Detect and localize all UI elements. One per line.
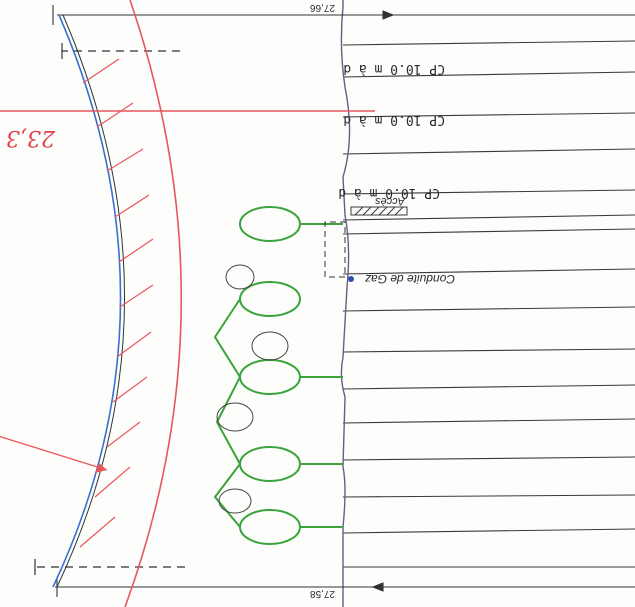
property-boundary-line xyxy=(340,0,351,607)
cp-label-3: CP 10.0 m à d xyxy=(338,185,440,200)
dashed-ticks xyxy=(35,50,185,568)
gas-point xyxy=(348,276,354,282)
access-hatch xyxy=(350,206,408,216)
end-caps xyxy=(34,43,63,575)
tree-sketch-outlines xyxy=(216,264,289,514)
cp-label-2: CP 10.0 m à d xyxy=(343,112,445,127)
dimension-lines xyxy=(52,5,635,597)
parcel-lines xyxy=(342,40,635,568)
red-arrowhead xyxy=(95,463,107,473)
handwritten-measure: 23,3 xyxy=(6,125,56,150)
red-hatch-strokes xyxy=(79,58,154,548)
gas-outline xyxy=(324,221,346,278)
blue-inner-curve xyxy=(52,14,122,588)
cp-label-1: CP 10.0 m à d xyxy=(343,61,445,76)
top-dimension: 27,58 xyxy=(310,588,335,599)
red-pointer-line xyxy=(0,435,108,471)
tree-row xyxy=(213,206,343,545)
bottom-dimension: 27,66 xyxy=(310,2,335,13)
red-outer-curve xyxy=(124,0,183,607)
access-label: Accès xyxy=(375,195,406,207)
gas-label: Conduite de Gaz xyxy=(365,272,455,286)
